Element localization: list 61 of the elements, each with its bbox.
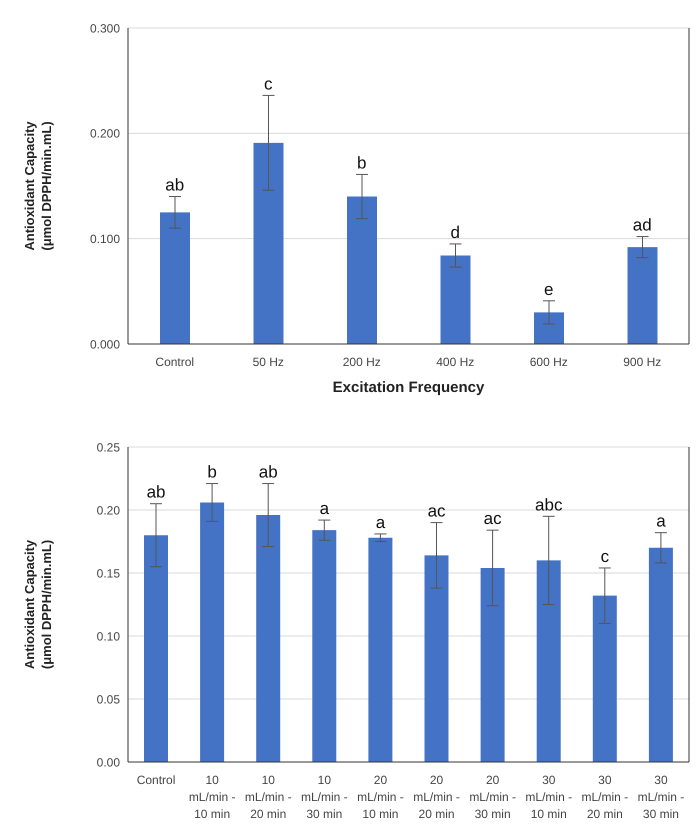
bar [536,560,561,762]
bar [480,568,505,762]
bar [347,196,377,344]
x-tick-label: 30 mL/min - 30 min [638,773,684,821]
bar [160,212,190,344]
x-tick-label: 10 mL/min - 20 min [244,773,292,821]
annotation: e [544,280,554,299]
x-tick-label: 20 mL/min - 30 min [469,773,516,821]
annotation: c [264,74,273,94]
annotation: ad [632,216,652,235]
bar [256,515,280,762]
x-tick-label: Control [155,355,194,369]
y-tick-label: 0.000 [90,337,120,352]
y-tick-label: 0.15 [96,566,120,580]
annotation: ab [146,482,166,502]
y-axis-title: Antioxidant Capacity (μmol DPPH/min.mL) [22,539,54,670]
annotation: ab [258,462,278,482]
bar [144,535,168,762]
x-tick-label: 200 Hz [342,355,381,369]
bar [534,312,564,344]
x-tick-label: 20 mL/min - 10 min [357,773,404,821]
y-tick-label: 0.10 [96,629,120,644]
x-tick-label: 10 mL/min - 30 min [301,773,348,821]
y-axis-title: Antioxidant Capacity (μmol DPPH/min.mL) [22,120,54,251]
annotation: a [656,512,666,531]
y-tick-label: 0.00 [96,755,120,770]
annotation: b [357,153,366,172]
x-tick-label: 20 mL/min - 20 min [413,773,460,821]
x-tick-label: Control [136,773,176,787]
x-tick-label: 600 Hz [530,355,568,369]
bar [312,530,336,762]
annotation: b [207,462,217,482]
annotation: a [320,499,330,518]
y-tick-label: 0.05 [96,692,120,706]
bar [440,256,470,344]
x-tick-label: 30 mL/min - 10 min [525,773,572,821]
annotation: ab [165,176,184,195]
bar [648,548,673,762]
x-tick-label: 10 mL/min - 10 min [188,773,236,821]
y-tick-label: 0.20 [96,503,120,518]
annotation: d [450,222,460,242]
bar [592,596,617,762]
x-axis-title: Excitation Frequency [332,379,486,396]
bar [424,555,448,762]
x-tick-label: 900 Hz [623,355,662,369]
annotation: a [376,512,386,532]
bar [200,502,224,762]
bar [628,247,658,344]
annotation: ac [484,509,502,528]
y-tick-label: 0.25 [96,440,120,454]
x-tick-label: 30 mL/min - 20 min [582,773,628,821]
y-tick-label: 0.300 [90,21,120,36]
y-tick-label: 0.100 [90,232,120,246]
bar [368,538,392,762]
bar [254,142,284,344]
x-tick-label: 400 Hz [436,355,474,369]
y-tick-label: 0.200 [90,126,120,141]
annotation: c [600,546,610,566]
annotation: abc [535,495,563,514]
annotation: ac [428,502,446,521]
x-tick-label: 50 Hz [252,355,284,369]
